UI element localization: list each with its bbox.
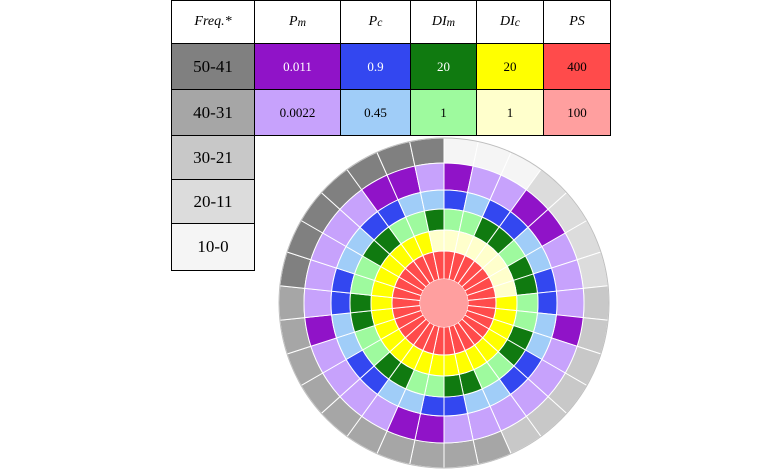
header-dim-label: DI xyxy=(431,14,447,29)
dim-ring-segment xyxy=(516,292,539,314)
freq-class-label: 10-0 xyxy=(197,237,229,256)
freq-class-cell: 50-41 xyxy=(171,43,255,90)
freq-ring-segment xyxy=(409,137,445,167)
freq-ring-segment xyxy=(443,439,479,469)
header-freq: Freq.* xyxy=(171,0,255,44)
pc-ring-segment xyxy=(443,394,469,417)
ps-low-value: 100 xyxy=(567,104,587,120)
freq-class-label: 30-21 xyxy=(193,147,233,167)
pc-low-cell: 0.45 xyxy=(340,89,411,136)
wheel-outline xyxy=(278,137,610,469)
pc-low-value: 0.45 xyxy=(364,104,387,120)
freq-class-cell: 40-31 xyxy=(171,89,255,136)
freq-class-cell: 10-0 xyxy=(171,223,255,271)
header-dic-sub: c xyxy=(514,15,520,29)
dim-high-value: 20 xyxy=(437,58,450,74)
pm-ring-segment xyxy=(414,162,445,194)
pm-high-value: 0.011 xyxy=(283,58,312,74)
dic-low-cell: 1 xyxy=(476,89,544,136)
freq-class-cell: 20-11 xyxy=(171,179,255,224)
wheel-center xyxy=(420,279,468,327)
freq-ring-segment xyxy=(443,137,479,167)
pm-ring-segment xyxy=(555,287,585,319)
header-pm-sub: m xyxy=(297,15,306,29)
dim-high-cell: 20 xyxy=(410,43,477,90)
dim-low-value: 1 xyxy=(440,104,447,120)
freq-ring-segment xyxy=(278,285,306,321)
header-dic-label: DI xyxy=(500,14,515,29)
freq-class-label: 50-41 xyxy=(193,56,233,76)
header-ps-label: PS xyxy=(569,14,585,29)
freq-class-label: 40-31 xyxy=(193,102,233,122)
header-dim: DI m xyxy=(410,0,477,44)
header-pm-label: P xyxy=(289,14,298,29)
pc-ring-segment xyxy=(419,189,445,212)
freq-ring-segment xyxy=(582,285,610,321)
dic-high-value: 20 xyxy=(503,58,517,74)
ps-low-cell: 100 xyxy=(543,89,611,136)
dim-low-cell: 1 xyxy=(410,89,477,136)
pm-ring-segment xyxy=(303,287,333,319)
ps-high-value: 400 xyxy=(567,58,587,74)
dic-high-cell: 20 xyxy=(476,43,544,90)
pm-low-cell: 0.0022 xyxy=(254,89,341,136)
header-pc-sub: c xyxy=(377,15,383,29)
ps-high-cell: 400 xyxy=(543,43,611,90)
freq-class-label: 20-11 xyxy=(193,191,233,211)
pm-ring-segment xyxy=(443,412,474,444)
header-pc-label: P xyxy=(368,14,378,29)
pc-high-value: 0.9 xyxy=(367,58,384,74)
pc-ring-segment xyxy=(536,290,558,316)
pc-ring-segment xyxy=(330,290,352,316)
header-dim-sub: m xyxy=(446,15,456,29)
freq-ring-segment xyxy=(409,439,445,469)
header-freq-label: Freq.* xyxy=(194,14,232,29)
dim-ring-segment xyxy=(349,292,372,314)
dic-low-value: 1 xyxy=(506,104,514,120)
pm-low-value: 0.0022 xyxy=(279,104,316,120)
header-ps: PS xyxy=(543,0,611,44)
